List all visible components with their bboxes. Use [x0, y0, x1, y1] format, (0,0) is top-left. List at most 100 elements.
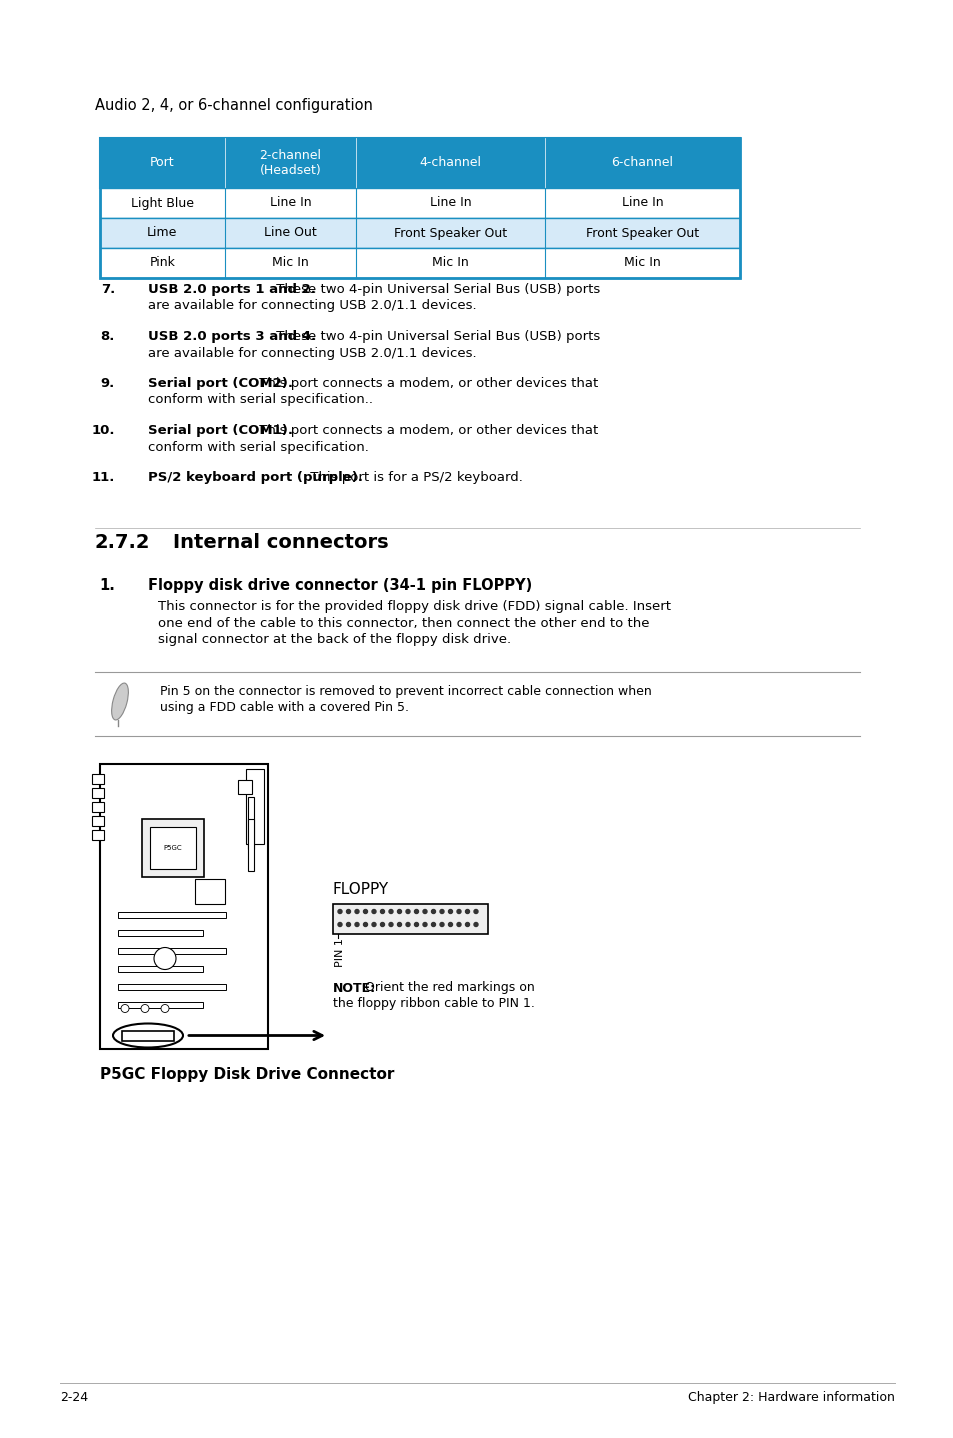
Ellipse shape: [380, 909, 384, 913]
Text: 2-channel
(Headset): 2-channel (Headset): [259, 150, 321, 177]
Ellipse shape: [355, 923, 358, 926]
Text: Line In: Line In: [270, 197, 311, 210]
Ellipse shape: [431, 909, 435, 913]
Text: P5GC: P5GC: [164, 844, 182, 850]
Text: Front Speaker Out: Front Speaker Out: [585, 227, 699, 240]
Bar: [91, 830, 104, 840]
Text: 9.: 9.: [101, 377, 115, 390]
Ellipse shape: [112, 683, 129, 720]
Bar: [248, 818, 253, 870]
Ellipse shape: [372, 923, 375, 926]
Bar: [91, 774, 104, 784]
Text: Serial port (COM1).: Serial port (COM1).: [148, 424, 293, 437]
Text: 4-channel: 4-channel: [419, 157, 481, 170]
Ellipse shape: [121, 1005, 129, 1012]
Text: This port connects a modem, or other devices that: This port connects a modem, or other dev…: [255, 424, 598, 437]
Text: conform with serial specification.: conform with serial specification.: [148, 440, 369, 453]
Bar: [118, 984, 226, 989]
Bar: [100, 764, 268, 1048]
Ellipse shape: [474, 909, 477, 913]
Text: USB 2.0 ports 3 and 4.: USB 2.0 ports 3 and 4.: [148, 329, 315, 344]
Text: This connector is for the provided floppy disk drive (FDD) signal cable. Insert: This connector is for the provided flopp…: [158, 600, 670, 613]
Bar: [142, 818, 204, 877]
Text: are available for connecting USB 2.0/1.1 devices.: are available for connecting USB 2.0/1.1…: [148, 299, 476, 312]
Text: 7.: 7.: [101, 283, 115, 296]
Bar: [91, 788, 104, 798]
Ellipse shape: [363, 923, 367, 926]
Bar: [100, 138, 740, 188]
Text: Chapter 2: Hardware information: Chapter 2: Hardware information: [687, 1391, 894, 1403]
Text: Front Speaker Out: Front Speaker Out: [394, 227, 506, 240]
Text: NOTE:: NOTE:: [333, 982, 375, 995]
Text: Internal connectors: Internal connectors: [172, 533, 388, 552]
Text: 6-channel: 6-channel: [611, 157, 673, 170]
Ellipse shape: [414, 923, 418, 926]
Ellipse shape: [346, 909, 350, 913]
Bar: [248, 797, 253, 848]
Text: Port: Port: [150, 157, 174, 170]
Ellipse shape: [439, 909, 443, 913]
Text: Lime: Lime: [147, 227, 177, 240]
Ellipse shape: [363, 909, 367, 913]
Bar: [237, 779, 252, 794]
Text: 1.: 1.: [99, 578, 115, 592]
Text: FLOPPY: FLOPPY: [333, 881, 389, 896]
Ellipse shape: [389, 909, 393, 913]
Bar: [118, 965, 203, 972]
Text: signal connector at the back of the floppy disk drive.: signal connector at the back of the flop…: [158, 633, 511, 646]
Text: Line In: Line In: [621, 197, 662, 210]
Ellipse shape: [414, 909, 418, 913]
Ellipse shape: [465, 909, 469, 913]
Text: Line Out: Line Out: [264, 227, 316, 240]
Ellipse shape: [422, 923, 427, 926]
Ellipse shape: [456, 923, 460, 926]
Text: Mic In: Mic In: [272, 256, 309, 269]
Ellipse shape: [406, 923, 410, 926]
Text: Pin 5 on the connector is removed to prevent incorrect cable connection when: Pin 5 on the connector is removed to pre…: [160, 684, 651, 697]
Ellipse shape: [448, 923, 452, 926]
Bar: [118, 1001, 203, 1008]
Bar: [100, 247, 740, 278]
Bar: [118, 912, 226, 917]
Ellipse shape: [406, 909, 410, 913]
Bar: [100, 188, 740, 219]
Text: 2.7.2: 2.7.2: [95, 533, 151, 552]
Bar: [194, 879, 225, 903]
Text: are available for connecting USB 2.0/1.1 devices.: are available for connecting USB 2.0/1.1…: [148, 347, 476, 360]
Ellipse shape: [431, 923, 435, 926]
Bar: [150, 827, 195, 869]
Text: PS/2 keyboard port (purple).: PS/2 keyboard port (purple).: [148, 472, 363, 485]
Text: Mic In: Mic In: [623, 256, 660, 269]
Bar: [100, 219, 740, 247]
Ellipse shape: [389, 923, 393, 926]
Ellipse shape: [456, 909, 460, 913]
Text: Pink: Pink: [150, 256, 175, 269]
Text: This port connects a modem, or other devices that: This port connects a modem, or other dev…: [255, 377, 598, 390]
Text: Line In: Line In: [429, 197, 471, 210]
Text: 11.: 11.: [91, 472, 115, 485]
Bar: [91, 801, 104, 811]
Text: using a FDD cable with a covered Pin 5.: using a FDD cable with a covered Pin 5.: [160, 700, 409, 713]
Ellipse shape: [422, 909, 427, 913]
Text: the floppy ribbon cable to PIN 1.: the floppy ribbon cable to PIN 1.: [333, 997, 535, 1009]
Text: This port is for a PS/2 keyboard.: This port is for a PS/2 keyboard.: [306, 472, 522, 485]
Text: Floppy disk drive connector (34-1 pin FLOPPY): Floppy disk drive connector (34-1 pin FL…: [148, 578, 532, 592]
Bar: [91, 815, 104, 825]
Text: Serial port (COM2).: Serial port (COM2).: [148, 377, 293, 390]
Bar: [122, 1031, 173, 1041]
Ellipse shape: [397, 909, 401, 913]
Ellipse shape: [161, 1005, 169, 1012]
Text: Light Blue: Light Blue: [131, 197, 193, 210]
Text: Mic In: Mic In: [432, 256, 468, 269]
Ellipse shape: [372, 909, 375, 913]
Ellipse shape: [337, 923, 341, 926]
Text: 10.: 10.: [91, 424, 115, 437]
Text: These two 4-pin Universal Serial Bus (USB) ports: These two 4-pin Universal Serial Bus (US…: [272, 329, 600, 344]
Text: P5GC Floppy Disk Drive Connector: P5GC Floppy Disk Drive Connector: [100, 1067, 394, 1081]
Ellipse shape: [465, 923, 469, 926]
Text: Orient the red markings on: Orient the red markings on: [360, 982, 534, 995]
Text: 8.: 8.: [100, 329, 115, 344]
Ellipse shape: [439, 923, 443, 926]
Ellipse shape: [337, 909, 341, 913]
Ellipse shape: [346, 923, 350, 926]
